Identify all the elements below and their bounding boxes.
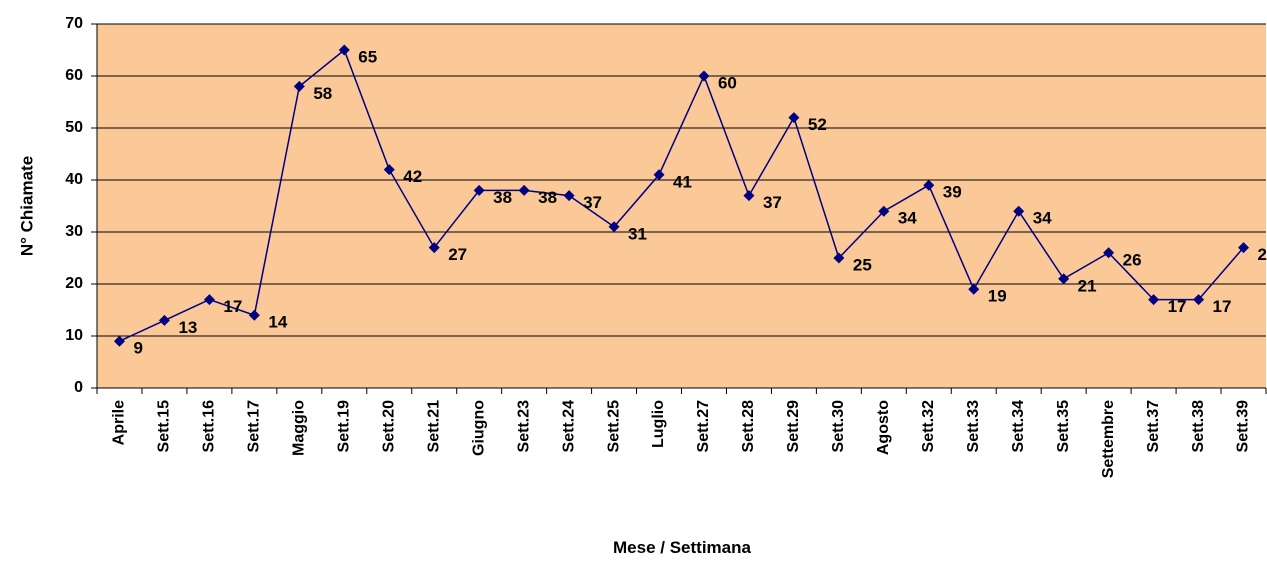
data-label: 42 [403, 167, 422, 186]
data-label: 52 [808, 115, 827, 134]
x-tick-label: Sett.33 [965, 400, 982, 453]
data-label: 37 [583, 193, 602, 212]
x-tick-label: Sett.35 [1055, 400, 1072, 453]
data-label: 34 [898, 209, 917, 228]
y-axis-title: N° Chiamate [17, 156, 36, 256]
y-tick-label: 30 [65, 223, 83, 240]
marker [878, 205, 890, 217]
marker [1193, 294, 1205, 306]
x-tick-label: Sett.28 [740, 400, 757, 453]
data-label: 38 [493, 188, 512, 207]
y-tick-label: 20 [65, 275, 83, 292]
x-tick-label: Sett.21 [425, 400, 442, 453]
marker [383, 164, 395, 176]
plot-area [97, 24, 1266, 388]
marker [113, 335, 125, 347]
x-tick-label: Sett.16 [201, 400, 218, 453]
x-tick-label: Sett.38 [1190, 400, 1207, 453]
x-tick-label: Sett.17 [246, 400, 263, 453]
x-tick-label: Sett.24 [560, 400, 577, 453]
x-tick-label: Giugno [470, 400, 487, 456]
data-label: 17 [223, 297, 242, 316]
x-tick-label: Sett.15 [156, 400, 173, 453]
marker [1103, 247, 1115, 259]
x-tick-label: Sett.37 [1145, 400, 1162, 453]
x-tick-label: Maggio [291, 400, 308, 456]
x-tick-label: Sett.25 [605, 400, 622, 453]
marker [653, 169, 665, 181]
marker [833, 252, 845, 264]
x-tick-label: Sett.19 [336, 400, 353, 453]
data-label: 17 [1213, 297, 1232, 316]
marker [203, 294, 215, 306]
y-tick-label: 60 [65, 67, 83, 84]
data-label: 26 [1123, 250, 1142, 269]
x-tick-label: Sett.23 [515, 400, 532, 453]
data-label: 31 [628, 224, 647, 243]
y-tick-label: 0 [74, 379, 83, 396]
marker [788, 112, 800, 124]
marker [1238, 242, 1250, 254]
y-tick-label: 40 [65, 171, 83, 188]
marker [293, 80, 305, 92]
line [119, 48, 1245, 342]
data-label: 39 [943, 183, 962, 202]
x-axis-title: Mese / Settimana [613, 538, 751, 557]
data-label: 41 [673, 172, 692, 191]
x-tick-label: Sett.27 [695, 400, 712, 453]
data-label: 21 [1078, 276, 1097, 295]
marker [743, 190, 755, 202]
x-tick-label: Settembre [1100, 400, 1117, 478]
data-label: 9 [133, 339, 142, 358]
marker [1058, 273, 1070, 285]
marker [1148, 294, 1160, 306]
marker [923, 179, 935, 191]
data-label: 25 [853, 255, 872, 274]
data-label: 27 [1258, 245, 1267, 264]
data-label: 19 [988, 287, 1007, 306]
marker [428, 242, 440, 254]
data-label: 34 [1033, 209, 1052, 228]
x-tick-label: Sett.20 [380, 400, 397, 453]
marker [698, 70, 710, 82]
marker [968, 283, 980, 295]
y-tick-label: 50 [65, 119, 83, 136]
data-label: 14 [268, 313, 287, 332]
marker [563, 190, 575, 202]
marker [473, 184, 485, 196]
y-tick-label: 10 [65, 327, 83, 344]
data-label: 38 [538, 188, 557, 207]
marker [1013, 205, 1025, 217]
x-tick-label: Aprile [111, 400, 128, 445]
marker [608, 221, 620, 233]
data-label: 13 [178, 318, 197, 337]
x-tick-label: Agosto [875, 400, 892, 455]
marker [338, 44, 350, 56]
marker [518, 184, 530, 196]
x-tick-label: Sett.29 [785, 400, 802, 453]
y-tick-label: 70 [65, 15, 83, 32]
data-label: 27 [448, 245, 467, 264]
x-tick-label: Luglio [650, 400, 667, 448]
x-tick-label: Sett.32 [920, 400, 937, 453]
data-label: 60 [718, 73, 737, 92]
x-tick-label: Sett.34 [1010, 400, 1027, 453]
data-label: 65 [358, 47, 377, 66]
marker [248, 309, 260, 321]
data-label: 37 [763, 193, 782, 212]
marker [158, 314, 170, 326]
x-tick-label: Sett.39 [1235, 400, 1252, 453]
data-label: 58 [313, 84, 332, 103]
data-label: 17 [1168, 297, 1187, 316]
x-tick-label: Sett.30 [830, 400, 847, 453]
